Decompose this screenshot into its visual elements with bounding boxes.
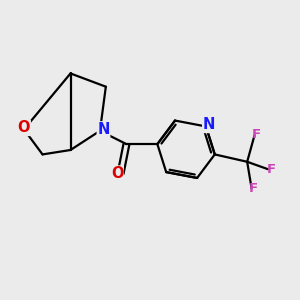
Text: F: F	[267, 163, 276, 176]
Text: F: F	[248, 182, 258, 195]
Text: N: N	[97, 122, 110, 137]
Text: F: F	[251, 128, 261, 141]
Text: O: O	[111, 166, 123, 181]
Text: N: N	[203, 118, 215, 133]
Text: O: O	[18, 120, 30, 135]
